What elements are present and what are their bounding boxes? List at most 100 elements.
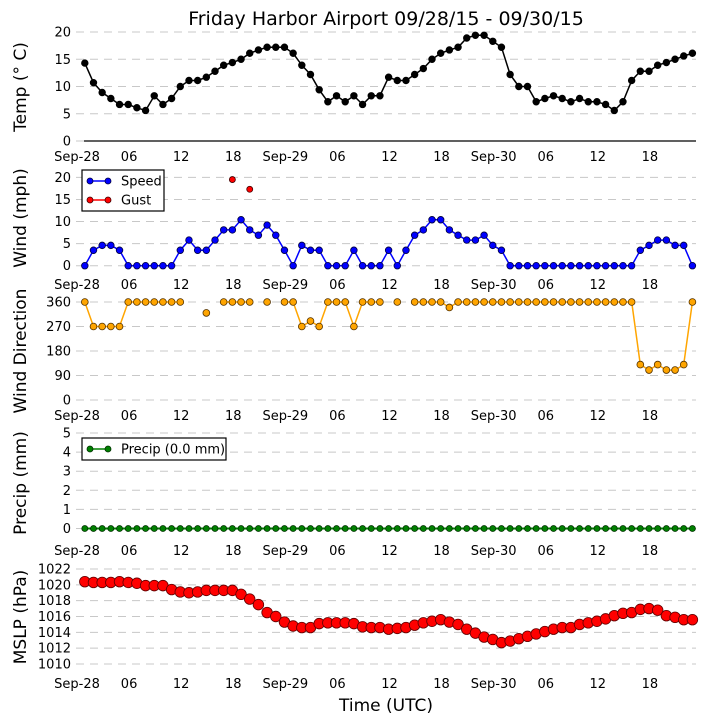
data-point — [636, 67, 645, 75]
data-point — [315, 322, 323, 331]
y-tick-label: 1018 — [38, 594, 71, 609]
data-point — [471, 31, 480, 39]
x-tick-label: 12 — [173, 278, 190, 293]
data-point — [419, 298, 428, 306]
y-tick-label: 1014 — [38, 626, 71, 641]
data-point — [454, 43, 462, 51]
data-point — [298, 61, 306, 69]
y-tick-label: 360 — [46, 296, 71, 311]
data-point — [593, 98, 601, 106]
data-point — [532, 98, 540, 106]
data-point — [558, 525, 566, 532]
data-point — [280, 246, 289, 254]
y-tick-label: 1022 — [38, 563, 71, 578]
data-point — [211, 67, 219, 75]
data-point — [645, 241, 653, 250]
data-point — [410, 70, 419, 79]
x-tick-label: 12 — [173, 150, 190, 165]
data-point — [680, 525, 688, 532]
data-point — [98, 525, 106, 532]
data-point — [393, 262, 401, 270]
data-point — [350, 322, 358, 331]
data-point — [141, 106, 150, 115]
x-tick-label: 18 — [642, 278, 659, 293]
x-tick-label: 18 — [433, 544, 450, 559]
data-point — [506, 262, 514, 270]
data-point — [124, 525, 132, 532]
data-point — [452, 618, 464, 631]
wind-direction-panel: 0 90 180 270 360 Sep-28 06 12 18 Sep-29 06 12 18 Sep-… — [11, 289, 697, 424]
data-point — [575, 94, 584, 103]
data-point — [593, 262, 601, 270]
series-line — [84, 301, 694, 371]
data-point — [653, 236, 662, 244]
data-point — [506, 525, 514, 532]
x-tick-label: Sep-28 — [54, 544, 100, 559]
data-point — [245, 298, 254, 306]
data-point — [133, 262, 141, 270]
legend-marker — [104, 445, 112, 453]
legend-label: Speed — [121, 175, 162, 190]
data-point — [254, 231, 263, 239]
data-point — [324, 298, 332, 306]
data-point — [662, 366, 671, 374]
data-point — [358, 100, 367, 109]
data-point — [150, 92, 158, 100]
data-point — [159, 525, 167, 532]
data-point — [235, 588, 247, 601]
data-point — [393, 76, 401, 85]
data-point — [619, 98, 627, 106]
data-point — [237, 525, 245, 532]
data-point — [81, 298, 89, 306]
data-point — [228, 176, 236, 183]
data-point — [410, 298, 419, 306]
data-point — [159, 100, 167, 109]
data-point — [445, 46, 454, 54]
data-point — [437, 525, 445, 532]
data-point — [298, 525, 306, 532]
data-point — [454, 298, 462, 306]
data-point — [436, 49, 445, 57]
data-point — [332, 92, 341, 100]
data-point — [133, 525, 141, 532]
data-point — [688, 49, 697, 57]
data-point — [280, 298, 289, 306]
data-point — [489, 525, 497, 532]
data-point — [237, 216, 245, 224]
data-point — [246, 226, 254, 234]
data-point — [376, 298, 384, 306]
data-point — [489, 241, 497, 250]
x-tick-label: 06 — [329, 677, 346, 692]
data-point — [636, 525, 644, 532]
data-point — [367, 92, 375, 100]
x-tick-label: 12 — [173, 677, 190, 692]
data-point — [176, 246, 184, 254]
x-tick-label: 12 — [590, 409, 607, 424]
data-point — [237, 55, 245, 63]
data-point — [463, 236, 471, 244]
data-point — [480, 231, 488, 239]
data-point — [324, 525, 332, 532]
data-point — [410, 231, 419, 239]
x-tick-label: Sep-29 — [262, 409, 308, 424]
x-tick-label: 06 — [121, 677, 138, 692]
data-point — [523, 262, 532, 270]
x-tick-label: 18 — [433, 677, 450, 692]
x-tick-label: Sep-29 — [262, 150, 308, 165]
data-point — [653, 360, 662, 369]
y-axis-label: MSLP (hPa) — [11, 570, 31, 665]
legend-label: Gust — [121, 194, 151, 209]
data-point — [263, 221, 271, 229]
data-point — [263, 43, 271, 51]
data-point — [167, 94, 176, 103]
y-tick-label: 10 — [54, 80, 71, 95]
data-point — [567, 298, 575, 306]
data-point — [219, 298, 228, 306]
data-point — [627, 76, 636, 85]
y-tick-label: 5 — [63, 427, 71, 442]
data-point — [185, 236, 193, 244]
data-point — [575, 262, 584, 270]
data-point — [567, 262, 575, 270]
data-point — [619, 262, 627, 270]
